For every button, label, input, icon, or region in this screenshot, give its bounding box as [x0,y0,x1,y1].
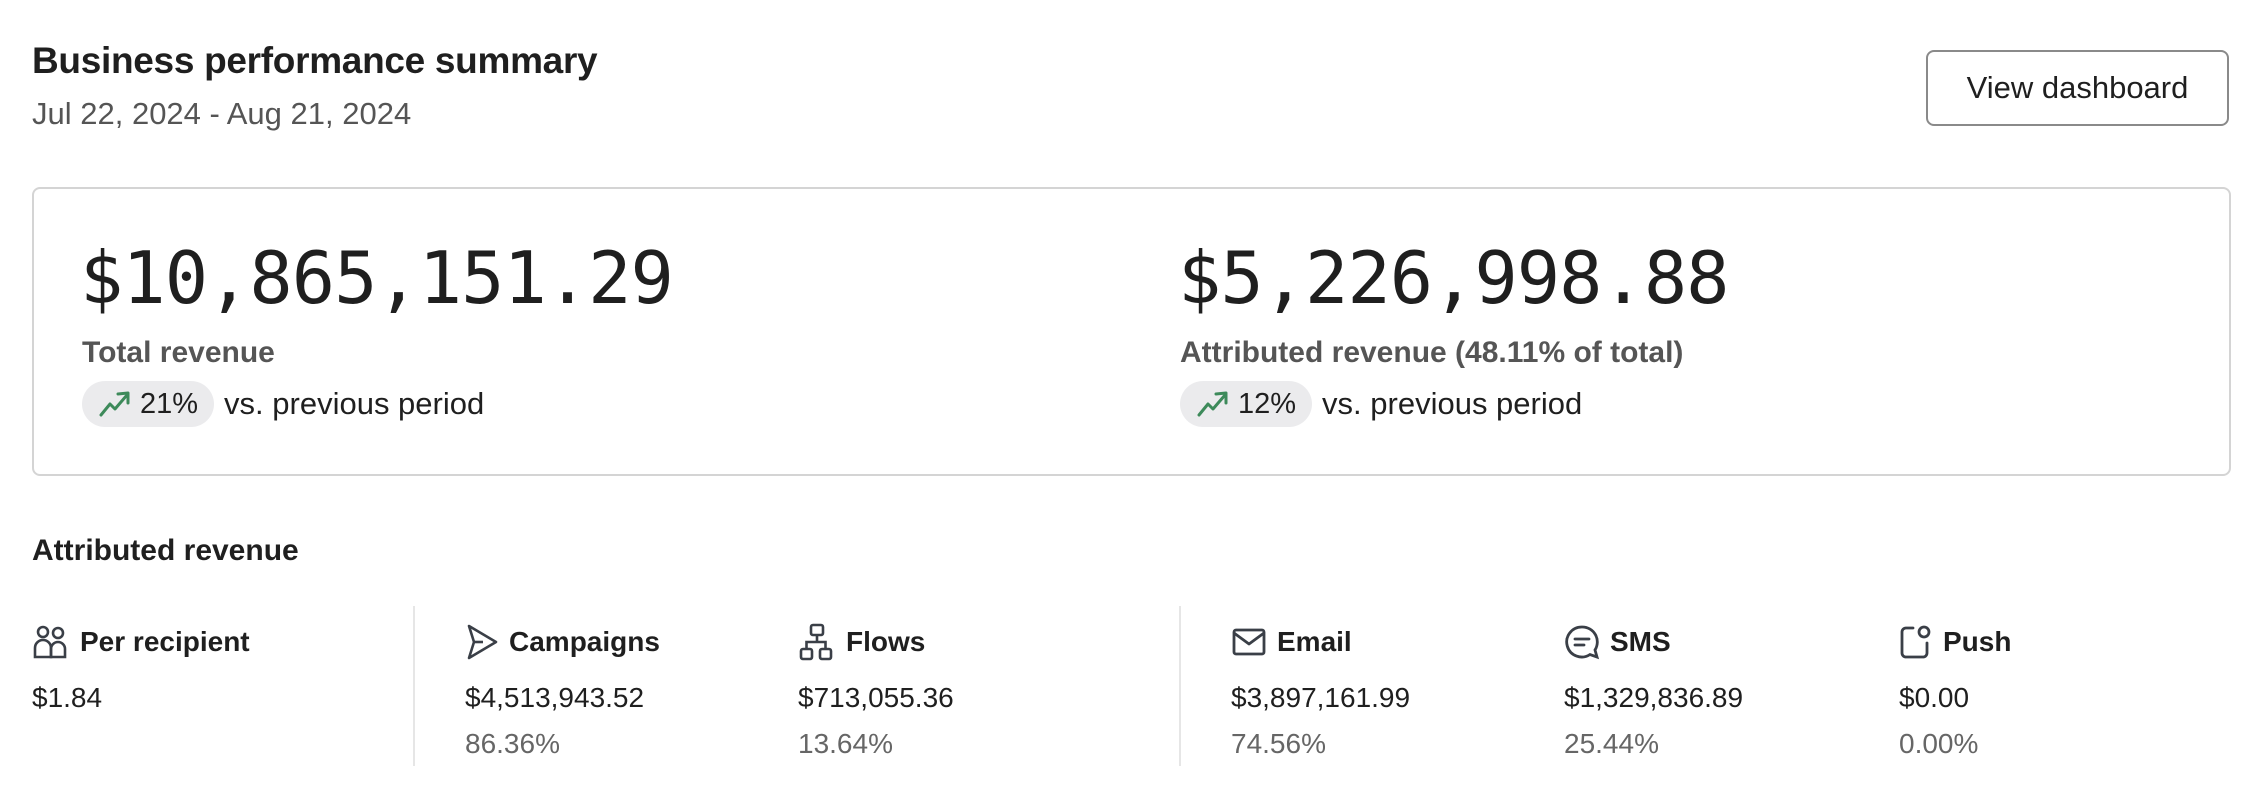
column-value: $1,329,836.89 [1564,682,1744,713]
column-value: $3,897,161.99 [1231,682,1411,713]
push-notification-icon [1899,624,1933,660]
column-percent: 0.00% [1899,728,1979,759]
column-label: SMS [1610,626,1671,657]
column-value: $0.00 [1899,682,1970,713]
column-campaigns: Campaigns $4,513,943.52 86.36% [465,624,660,760]
comparison-text: vs. previous period [1322,386,1583,421]
date-range: Jul 22, 2024 - Aug 21, 2024 [32,96,412,131]
flow-icon [798,623,836,661]
send-icon [465,623,499,661]
trending-up-icon [1196,389,1230,419]
revenue-summary-card [32,187,2231,476]
column-email: Email $3,897,161.99 74.56% [1231,624,1410,760]
total-revenue-label: Total revenue [82,336,275,369]
column-value: $713,055.36 [798,682,954,713]
attributed-revenue-value: $5,226,998.88 [1178,236,1730,320]
page-title: Business performance summary [32,40,598,81]
comparison-text: vs. previous period [224,386,485,421]
view-dashboard-button[interactable]: View dashboard [1926,50,2229,126]
column-divider [413,606,415,766]
column-percent: 25.44% [1564,728,1659,759]
change-badge: 21% [82,381,215,427]
attributed-revenue-label: Attributed revenue (48.11% of total) [1180,336,1684,369]
column-sms: SMS $1,329,836.89 25.44% [1564,624,1743,760]
change-badge: 12% [1180,381,1313,427]
total-revenue-value: $10,865,151.29 [80,236,674,320]
column-value: $1.84 [32,682,103,713]
column-percent: 74.56% [1231,728,1326,759]
column-per-recipient: Per recipient $1.84 [32,624,250,714]
column-label: Flows [846,626,926,657]
column-label: Campaigns [509,626,660,657]
column-divider [1179,606,1181,766]
users-icon [32,624,70,660]
trending-up-icon [98,389,132,419]
column-label: Per recipient [80,626,250,657]
column-flows: Flows $713,055.36 13.64% [798,623,954,760]
mail-icon [1231,626,1267,658]
message-icon [1564,624,1600,660]
total-revenue-change: 21% vs. previous period [82,381,484,427]
column-push: Push $0.00 0.00% [1899,624,2011,760]
change-percent: 21% [140,387,199,420]
column-percent: 13.64% [798,728,893,759]
column-value: $4,513,943.52 [465,682,645,713]
column-label: Push [1943,626,2012,657]
column-percent: 86.36% [465,728,560,759]
change-percent: 12% [1238,387,1297,420]
column-label: Email [1277,626,1352,657]
section-title: Attributed revenue [32,534,299,567]
attributed-revenue-change: 12% vs. previous period [1180,381,1582,427]
